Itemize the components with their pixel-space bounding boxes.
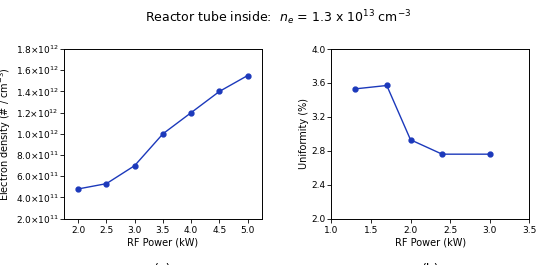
Text: Reactor tube inside:  $n_e$ = 1.3 x $10^{13}$ cm$^{-3}$: Reactor tube inside: $n_e$ = 1.3 x $10^{…	[145, 8, 412, 27]
X-axis label: RF Power (kW): RF Power (kW)	[128, 237, 198, 247]
Text: (b): (b)	[422, 263, 439, 265]
Y-axis label: Uniformity (%): Uniformity (%)	[299, 98, 309, 169]
X-axis label: RF Power (kW): RF Power (kW)	[395, 237, 466, 247]
Y-axis label: Electron density (# / cm$^{-3}$): Electron density (# / cm$^{-3}$)	[0, 67, 13, 201]
Text: (a): (a)	[154, 263, 172, 265]
